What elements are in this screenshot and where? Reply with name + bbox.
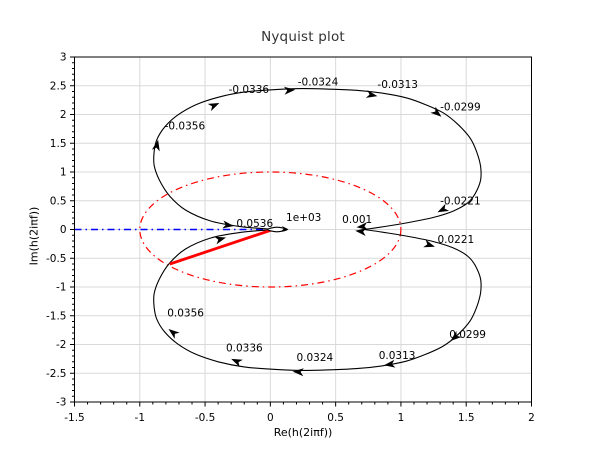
y-tick-label: -3: [56, 397, 66, 409]
frequency-label: 0.0299: [449, 329, 486, 341]
y-tick-label: -1: [56, 282, 66, 294]
axis-ticks: [70, 56, 532, 407]
curve-direction-arrow: [283, 86, 296, 95]
curve-direction-arrow: [384, 359, 396, 368]
curve-direction-arrow: [214, 236, 226, 245]
frequency-label: 0.0221: [437, 234, 474, 246]
frequency-label: -0.0299: [440, 102, 481, 114]
y-tick-label: 3: [60, 52, 67, 64]
plot-title: Nyquist plot: [261, 29, 345, 45]
frequency-label: 0.0324: [296, 352, 333, 364]
curve-direction-arrow: [222, 220, 234, 229]
curve-direction-arrow: [365, 90, 378, 98]
curve-direction-arrow: [292, 368, 304, 377]
phase-margin-line: [169, 228, 274, 266]
curve-direction-arrow: [430, 106, 442, 117]
y-axis-label: Im(h(2iπf)): [27, 206, 41, 266]
y-tick-label: -2.5: [46, 368, 67, 380]
y-tick-label: 2: [60, 109, 67, 121]
curve-direction-arrow: [281, 225, 289, 232]
frequency-label: -0.0221: [440, 195, 481, 207]
frequency-label: -0.0356: [165, 121, 206, 133]
gridlines: [74, 56, 532, 403]
x-axis-label: Re(h(2iπf)): [273, 426, 333, 439]
unit-circle: [139, 171, 402, 288]
y-tick-label: 1: [60, 167, 67, 179]
curve-direction-arrow: [437, 203, 450, 213]
x-tick-label: 2: [528, 412, 535, 424]
frequency-label: 0.0336: [226, 343, 263, 355]
y-tick-label: 2.5: [50, 80, 67, 92]
curve-direction-arrow: [450, 330, 462, 341]
frequency-label: -0.0336: [229, 84, 270, 96]
frequency-label: -0.0313: [377, 79, 418, 91]
curve-direction-arrow: [355, 228, 367, 237]
frequency-label: 0.001: [342, 214, 372, 226]
frequency-labels: -0.0356 -0.0336 -0.0324 -0.0313 -0.0299 -0.02…: [165, 76, 486, 363]
curve-direction-arrow: [423, 239, 435, 248]
negative-frequency-branch: [153, 88, 482, 231]
x-tick-label: -1: [135, 412, 145, 424]
y-tick-label: -2: [56, 339, 66, 351]
tick-labels: -1.5 -1 -0.5 0 0.5 1 1.5 2 3 2.5 2 1.5 1 0.5 0 -0.5 -1 -1…: [46, 52, 535, 424]
curve-direction-arrow: [168, 329, 180, 339]
frequency-label: 1e+03: [286, 212, 321, 224]
curve-direction-arrow: [356, 222, 368, 231]
frequency-label: 0.0313: [379, 350, 416, 362]
curve-direction-arrow: [231, 358, 243, 368]
y-tick-label: 1.5: [50, 138, 67, 150]
y-tick-label: 0: [60, 224, 67, 236]
x-tick-label: -1.5: [64, 412, 85, 424]
frequency-label: -0.0324: [298, 76, 339, 88]
positive-frequency-branch: [153, 228, 482, 371]
x-tick-label: 0.5: [327, 412, 344, 424]
y-tick-label: -1.5: [46, 310, 67, 322]
x-tick-label: 1.5: [458, 412, 475, 424]
frequency-label: 0.0536: [236, 218, 273, 230]
curve-direction-arrow: [151, 139, 160, 152]
x-tick-label: 0: [267, 412, 274, 424]
curve-direction-arrow: [207, 103, 220, 112]
y-tick-label: -0.5: [46, 253, 67, 265]
y-tick-label: 0.5: [50, 195, 67, 207]
x-tick-label: -0.5: [195, 412, 216, 424]
frequency-label: 0.0356: [167, 307, 204, 319]
x-tick-label: 1: [398, 412, 405, 424]
direction-arrows: [151, 86, 462, 377]
